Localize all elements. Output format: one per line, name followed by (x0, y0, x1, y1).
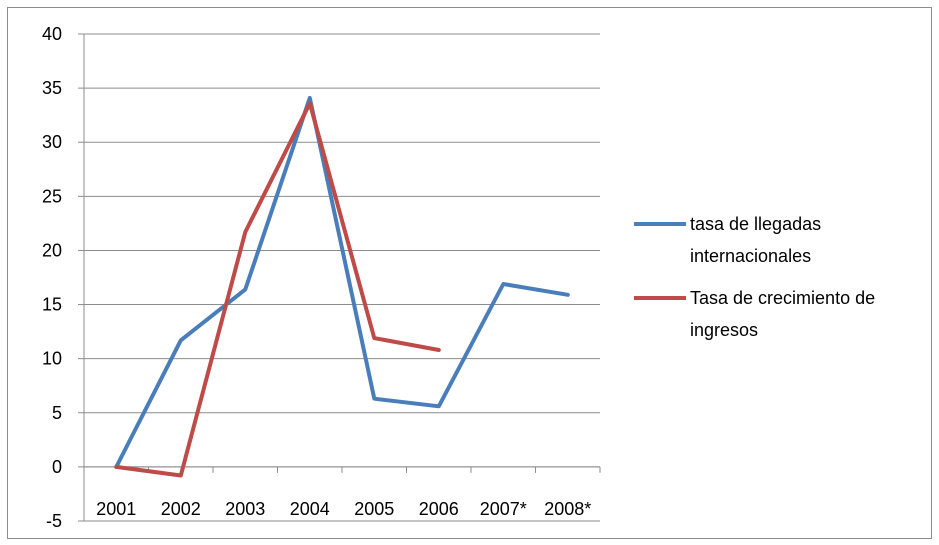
y-tick-label: 30 (42, 132, 62, 152)
gridlines (84, 33, 600, 522)
series-lines (114, 95, 570, 478)
data-point (308, 96, 312, 100)
x-tick-label: 2006 (419, 499, 459, 519)
axes (78, 33, 601, 522)
y-tick-label: 35 (42, 78, 62, 98)
data-point (243, 230, 247, 234)
data-point (179, 338, 183, 342)
x-tick-label: 2008* (544, 499, 591, 519)
x-tick-label: 2001 (96, 499, 136, 519)
x-tick-label: 2003 (225, 499, 265, 519)
legend-label-1: internacionales (690, 246, 811, 266)
data-point (566, 293, 570, 297)
legend-label-2: Tasa de crecimiento de (690, 288, 875, 308)
data-point (308, 101, 312, 105)
x-tick-labels: 2001 2002 2003 2004 2005 2006 2007* 2008* (96, 499, 591, 519)
legend: tasa de llegadas internacionales Tasa de c… (634, 214, 875, 340)
data-point (243, 287, 247, 291)
series-line-1 (114, 95, 570, 469)
x-tick-label: 2005 (354, 499, 394, 519)
data-point (437, 348, 441, 352)
legend-label-1: tasa de llegadas (690, 214, 821, 234)
x-tick-label: 2002 (161, 499, 201, 519)
x-tick-label: 2007* (480, 499, 527, 519)
data-point (501, 282, 505, 286)
y-tick-label: 5 (52, 403, 62, 423)
y-tick-label: 15 (42, 295, 62, 315)
data-point (179, 474, 183, 478)
y-tick-labels: -5 0 5 10 15 20 25 30 35 40 (42, 24, 62, 531)
y-tick-label: 40 (42, 24, 62, 44)
chart-frame (7, 7, 932, 539)
x-tick-label: 2004 (290, 499, 330, 519)
data-point (372, 336, 376, 340)
legend-label-2: ingresos (690, 320, 758, 340)
y-tick-label: 20 (42, 240, 62, 260)
data-point (114, 465, 118, 469)
y-tick-label: -5 (46, 511, 62, 531)
data-point (372, 397, 376, 401)
y-tick-label: 25 (42, 186, 62, 206)
y-tick-label: 10 (42, 349, 62, 369)
data-point (437, 404, 441, 408)
series-line-2 (114, 101, 441, 478)
y-tick-label: 0 (52, 457, 62, 477)
